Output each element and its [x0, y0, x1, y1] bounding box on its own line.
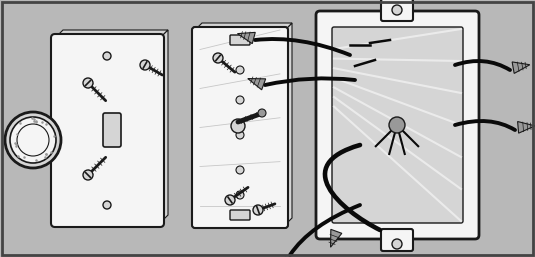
Circle shape [103, 201, 111, 209]
FancyBboxPatch shape [192, 27, 288, 228]
Polygon shape [55, 30, 168, 38]
FancyBboxPatch shape [332, 27, 463, 223]
Circle shape [83, 170, 93, 180]
Circle shape [140, 60, 150, 70]
FancyBboxPatch shape [103, 113, 121, 147]
Circle shape [17, 124, 49, 156]
Polygon shape [512, 62, 530, 74]
Circle shape [5, 112, 61, 168]
FancyBboxPatch shape [230, 210, 250, 220]
Circle shape [392, 239, 402, 249]
Circle shape [213, 53, 223, 63]
Circle shape [236, 166, 244, 174]
Circle shape [236, 96, 244, 104]
FancyBboxPatch shape [316, 11, 479, 239]
FancyBboxPatch shape [230, 35, 250, 45]
Circle shape [253, 205, 263, 215]
FancyBboxPatch shape [381, 229, 413, 251]
Polygon shape [248, 79, 266, 90]
FancyBboxPatch shape [381, 0, 413, 21]
Circle shape [389, 117, 405, 133]
Polygon shape [285, 23, 292, 225]
Circle shape [225, 195, 235, 205]
Circle shape [236, 66, 244, 74]
FancyBboxPatch shape [51, 34, 164, 227]
Circle shape [258, 109, 266, 117]
Polygon shape [195, 23, 292, 30]
Polygon shape [517, 122, 535, 133]
Polygon shape [160, 30, 168, 223]
Circle shape [231, 119, 245, 133]
Circle shape [236, 191, 244, 199]
Polygon shape [238, 32, 255, 44]
Polygon shape [331, 229, 342, 247]
Circle shape [392, 5, 402, 15]
Circle shape [83, 78, 93, 88]
Circle shape [10, 117, 56, 163]
Circle shape [103, 52, 111, 60]
Circle shape [236, 131, 244, 139]
